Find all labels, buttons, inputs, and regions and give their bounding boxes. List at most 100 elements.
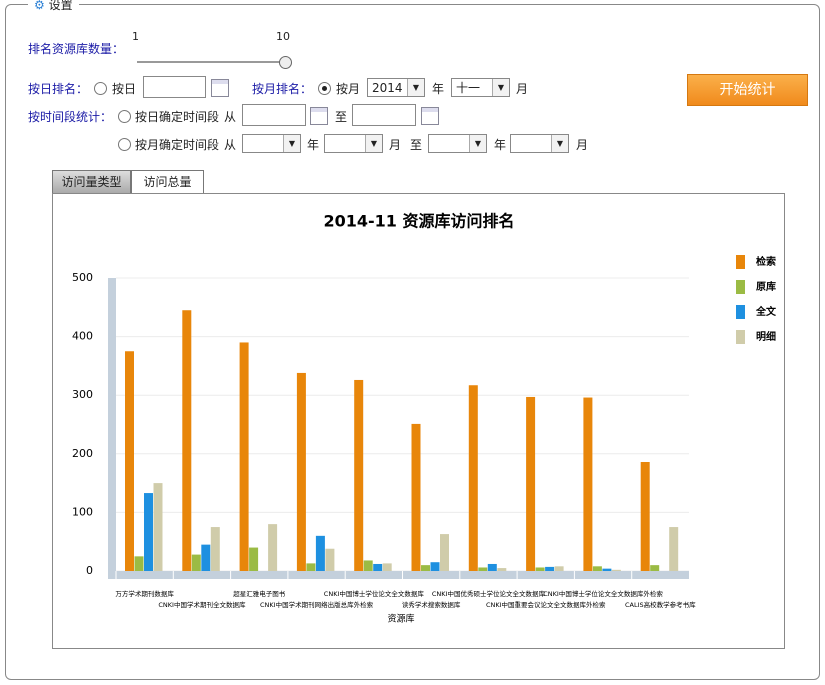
calendar-icon[interactable]: [421, 107, 439, 125]
bar: [211, 527, 220, 571]
unit: 年: [307, 136, 319, 153]
bar: [135, 556, 144, 571]
chart-title: 2014-11 资源库访问排名: [323, 212, 514, 231]
option: 按日确定时间段: [135, 108, 219, 125]
bar: [201, 545, 210, 571]
x-tick-label: 万方学术期刊数据库: [115, 589, 174, 598]
x-tick-label: CALIS高校教学参考书库: [625, 600, 696, 609]
x-tick-label: 超星汇雅电子图书: [233, 589, 286, 598]
x-tick-label: CNKI中国优秀硕士学位论文全文数据库: [432, 589, 546, 598]
bar: [268, 524, 277, 571]
bar: [154, 483, 163, 571]
bar: [488, 564, 497, 571]
unit: 月: [389, 136, 401, 153]
bar: [373, 564, 382, 571]
bar: [431, 562, 440, 571]
bar: [421, 565, 430, 571]
bar: [325, 549, 334, 571]
bar: [297, 373, 306, 571]
date-input[interactable]: [242, 104, 306, 126]
bar: [545, 567, 554, 571]
calendar-icon[interactable]: [310, 107, 328, 125]
bar: [669, 527, 678, 571]
bar: [497, 568, 506, 571]
x-tick-label: CNKI中国重要会议论文全文数据库外检索: [486, 600, 606, 609]
bar: [182, 310, 191, 571]
slider-min: 1: [132, 30, 139, 43]
bar: [383, 563, 392, 571]
bar: [641, 462, 650, 571]
legend-swatch: [736, 330, 745, 344]
x-axis-floor: [108, 571, 689, 579]
bar: [583, 398, 592, 571]
y-axis-wall: [108, 278, 116, 579]
radio[interactable]: [318, 82, 331, 95]
radio[interactable]: [94, 82, 107, 95]
slider-thumb[interactable]: [279, 56, 292, 69]
x-tick-label: 读秀学术搜索数据库: [402, 600, 461, 609]
radio[interactable]: [118, 138, 131, 151]
unit: 月: [516, 80, 528, 97]
bar: [526, 397, 535, 571]
label: 排名资源库数量：: [28, 40, 124, 57]
tab[interactable]: 访问量类型: [52, 170, 131, 193]
slider-max: 10: [276, 30, 290, 43]
bar: [240, 342, 249, 571]
chart: 2014-11 资源库访问排名 资源库 0 100 200 300 400 500 万方学术…: [52, 193, 785, 649]
bar: [316, 536, 325, 571]
x-tick-label: CNKI中国博士学位论文全文数据库外检索: [543, 589, 663, 598]
panel-title: 设置: [49, 0, 73, 12]
select[interactable]: [324, 134, 383, 153]
year-select[interactable]: 2014: [367, 78, 425, 97]
bar: [144, 493, 153, 571]
bar: [536, 567, 545, 571]
bar: [249, 548, 258, 571]
panel-legend: ⚙ 设置: [28, 0, 79, 13]
bar: [440, 534, 449, 571]
start-button[interactable]: 开始统计: [687, 74, 808, 106]
unit: 年: [432, 80, 444, 97]
bar: [612, 570, 621, 571]
label: 按日排名：: [28, 80, 88, 97]
y-tick-label: 300: [72, 388, 93, 401]
bar: [192, 555, 201, 571]
label: 按月排名：: [252, 80, 312, 97]
select[interactable]: [510, 134, 569, 153]
tab[interactable]: 访问总量: [131, 170, 204, 193]
unit: 年: [494, 136, 506, 153]
option: 按月确定时间段: [135, 136, 219, 153]
y-tick-label: 500: [72, 271, 93, 284]
legend-label: 检索: [756, 255, 776, 268]
month-select[interactable]: 十一: [451, 78, 510, 97]
bar: [602, 569, 611, 571]
radio[interactable]: [118, 110, 131, 123]
bar: [478, 567, 487, 571]
legend-swatch: [736, 305, 745, 319]
select[interactable]: [242, 134, 301, 153]
date-input[interactable]: [352, 104, 416, 126]
bar: [364, 560, 373, 571]
legend-swatch: [736, 255, 745, 269]
bar: [412, 424, 421, 571]
y-tick-label: 0: [86, 564, 93, 577]
calendar-icon[interactable]: [211, 79, 229, 97]
text: 从: [224, 108, 236, 125]
select[interactable]: [428, 134, 487, 153]
bar: [125, 351, 134, 571]
text: 从: [224, 136, 236, 153]
unit: 月: [576, 136, 588, 153]
y-tick-label: 200: [72, 447, 93, 460]
bar: [469, 385, 478, 571]
date-input[interactable]: [143, 76, 206, 98]
label: 按时间段统计：: [28, 108, 112, 125]
text: 至: [410, 136, 422, 153]
bar: [354, 380, 363, 571]
bar: [650, 565, 659, 571]
x-axis-label: 资源库: [387, 613, 414, 625]
text: 至: [335, 108, 347, 125]
legend-label: 全文: [755, 305, 777, 318]
bar: [593, 566, 602, 571]
y-tick-label: 100: [72, 505, 93, 518]
y-tick-label: 400: [72, 330, 93, 343]
